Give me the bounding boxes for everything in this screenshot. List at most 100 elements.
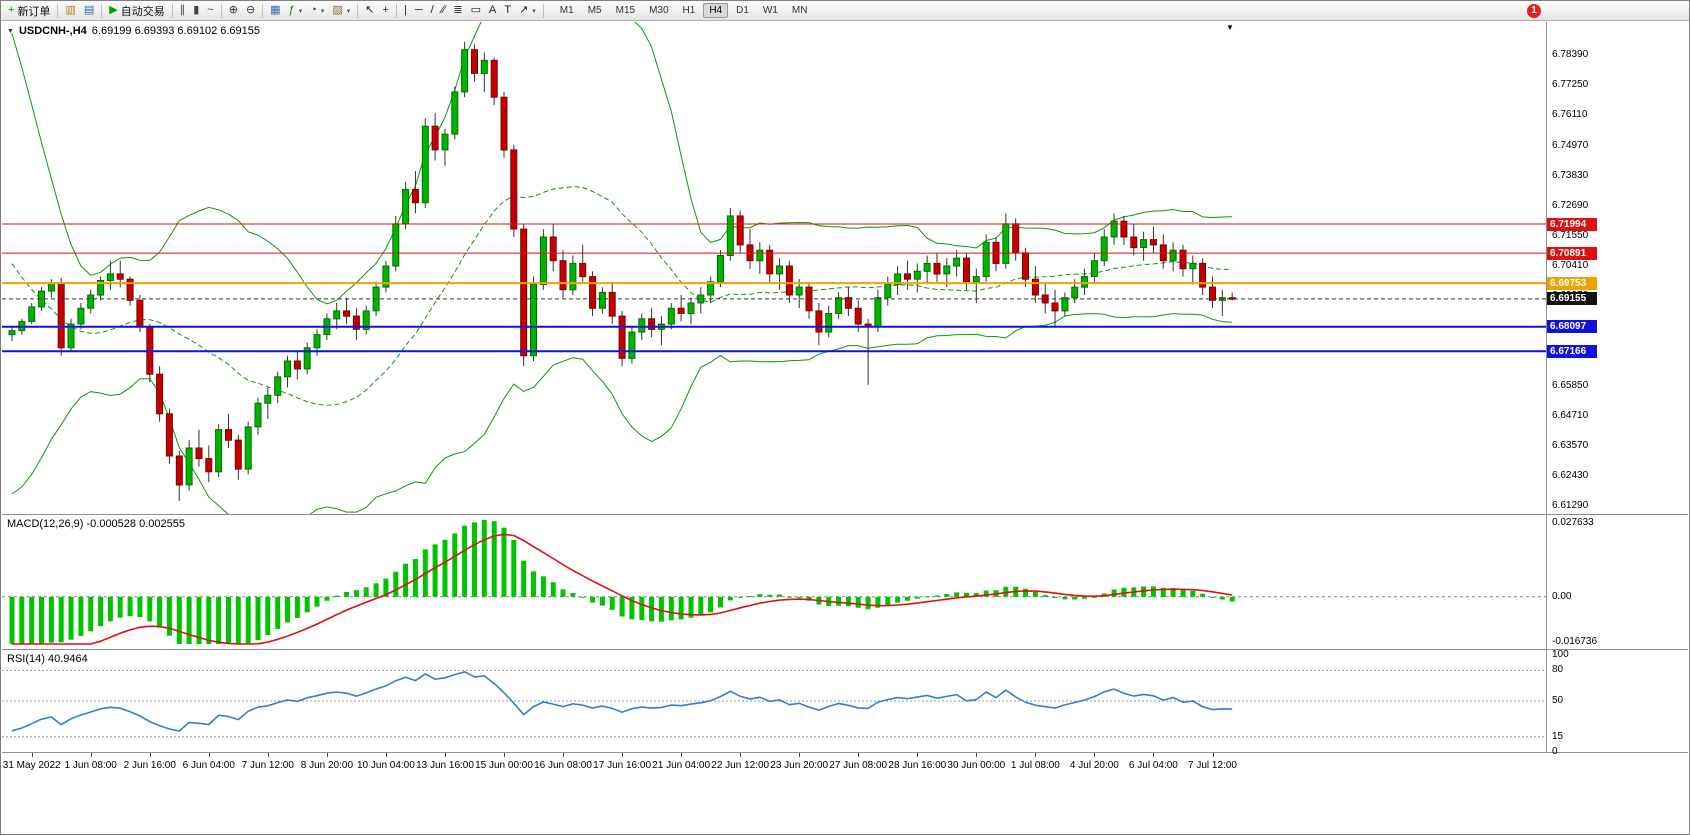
bar-chart-button[interactable]: ∥ (176, 1, 190, 20)
arrows-button[interactable]: ↗ ▾ (515, 1, 540, 20)
time-label: 30 Jun 00:00 (947, 760, 1006, 771)
channel-icon: ∕∕ (441, 4, 446, 16)
price-scale[interactable]: 6.78390 6.77250 6.76110 6.74970 6.73830 6.726… (1547, 22, 1688, 833)
time-label: 10 Jun 04:00 (356, 760, 415, 771)
chevron-down-icon: ▾ (298, 7, 303, 15)
trendline-button[interactable]: / (427, 1, 438, 20)
timeframe-m5[interactable]: M5 (587, 5, 602, 16)
macd-label: MACD(12,26,9) -0.000528 0.002555 (7, 518, 185, 530)
indicators-button[interactable]: ƒ ▾ (285, 1, 307, 20)
price-tick: 6.64710 (1552, 410, 1589, 422)
text-icon: A (488, 4, 497, 16)
rsi-panel[interactable] (2, 650, 1546, 752)
price-tag: 6.67166 (1547, 344, 1597, 358)
panel-divider[interactable] (2, 514, 1688, 515)
zoom-out-button[interactable]: ⊖ (242, 1, 259, 20)
price-tag: 6.71994 (1547, 217, 1597, 231)
macd-panel[interactable] (2, 515, 1546, 649)
timeframe-m15[interactable]: M15 (615, 5, 636, 16)
macd-scale-zero: 0.00 (1552, 590, 1572, 602)
tile-windows-icon: ▦ (270, 4, 281, 16)
macd-signal-value: 0.002555 (139, 518, 185, 530)
profiles-button[interactable]: ▤ (80, 1, 98, 20)
periods-button[interactable]: ◔ ▾ (306, 1, 328, 20)
timeframe-d1[interactable]: D1 (736, 5, 749, 16)
time-tick (208, 753, 210, 757)
panel-divider[interactable] (2, 649, 1688, 650)
time-tick (917, 753, 919, 757)
time-label: 23 Jun 20:00 (770, 760, 829, 771)
candlestick-icon: ▮ (193, 4, 200, 16)
time-tick (267, 753, 269, 757)
channel-button[interactable]: ∕∕ (438, 1, 450, 20)
horizontal-line-button[interactable]: ─ (411, 1, 427, 20)
toolbar-separator (395, 3, 397, 18)
time-label: 16 Jun 08:00 (534, 760, 592, 771)
price-tick: 6.74970 (1552, 139, 1589, 151)
time-label: 15 Jun 00:00 (475, 760, 533, 771)
rsi-scale-100: 100 (1552, 649, 1569, 660)
vertical-line-button[interactable]: | (400, 1, 411, 20)
time-label: 21 Jun 04:00 (652, 760, 711, 771)
time-label: 31 May 2022 (2, 760, 61, 771)
time-label: 7 Jul 12:00 (1188, 760, 1237, 771)
time-tick (622, 753, 624, 757)
time-tick (563, 753, 564, 757)
chevron-down-icon: ▾ (346, 7, 351, 15)
notification-badge[interactable]: 1 (1527, 4, 1541, 18)
chevron-down-icon: ▾ (532, 7, 536, 15)
line-chart-button[interactable]: ~ (203, 1, 217, 20)
templates-icon: ▧ (332, 4, 343, 16)
time-tick (90, 753, 92, 757)
templates-button[interactable]: ▧ ▾ (328, 1, 354, 20)
chart-shift-marker-icon[interactable]: ▼ (1226, 23, 1234, 32)
time-tick (799, 753, 801, 757)
text-button[interactable]: A (485, 1, 500, 20)
fibonacci-button[interactable]: ≣ (449, 1, 466, 20)
time-tick (385, 753, 387, 757)
chart-window-button[interactable]: ▥ (61, 1, 79, 20)
shapes-button[interactable]: ▭ (467, 1, 485, 20)
price-chart[interactable] (2, 22, 1546, 514)
time-tick (1153, 753, 1155, 757)
time-label: 6 Jul 04:00 (1128, 760, 1178, 771)
new-order-button[interactable]: + 新订单 (4, 1, 54, 20)
shapes-icon: ▭ (470, 4, 481, 16)
cursor-button[interactable]: ↖ (361, 1, 378, 20)
toolbar-separator (171, 3, 173, 18)
crosshair-button[interactable]: + (379, 1, 393, 20)
bar-chart-icon: ∥ (179, 4, 186, 16)
candlestick-chart-button[interactable]: ▮ (189, 1, 203, 20)
timeframe-toolbar: M1 M5 M15 M30 H1 H4 D1 W1 MN (553, 3, 815, 18)
chart-window-icon: ▥ (65, 4, 76, 16)
vertical-line-icon: | (403, 4, 407, 16)
macd-scale-max: 0.027633 (1552, 517, 1594, 528)
time-axis[interactable]: 31 May 2022 1 Jun 08:00 2 Jun 16:00 6 Jun 0… (2, 753, 1546, 789)
time-tick (740, 753, 742, 757)
timeframe-mn[interactable]: MN (791, 5, 808, 16)
collapse-icon[interactable]: ▼ (7, 27, 14, 35)
time-label: 4 Jul 20:00 (1069, 760, 1119, 771)
time-tick (858, 753, 860, 757)
crosshair-icon: + (382, 4, 389, 16)
time-tick (31, 753, 33, 757)
zoom-in-button[interactable]: ⊕ (225, 1, 242, 20)
tile-windows-button[interactable]: ▦ (266, 1, 284, 20)
symbol-label: USDCNH-,H4 (18, 25, 87, 37)
label-button[interactable]: T (500, 1, 515, 20)
price-tick: 6.76110 (1552, 109, 1588, 121)
rsi-label: RSI(14) 40.9464 (7, 653, 88, 665)
trendline-icon: / (430, 4, 434, 16)
chevron-down-icon: ▾ (320, 7, 325, 15)
timeframe-m30[interactable]: M30 (649, 5, 669, 16)
timeframe-m1[interactable]: M1 (559, 5, 574, 16)
timeframe-h4[interactable]: H4 (703, 3, 729, 18)
new-order-icon: + (8, 4, 15, 16)
line-chart-icon: ~ (207, 4, 214, 16)
auto-trading-button[interactable]: ▶ 自动交易 (105, 1, 168, 20)
timeframe-h1[interactable]: H1 (682, 5, 696, 16)
time-tick (149, 753, 151, 757)
toolbar-separator (357, 3, 359, 18)
timeframe-w1[interactable]: W1 (762, 5, 778, 16)
price-tick: 6.70410 (1552, 259, 1589, 271)
